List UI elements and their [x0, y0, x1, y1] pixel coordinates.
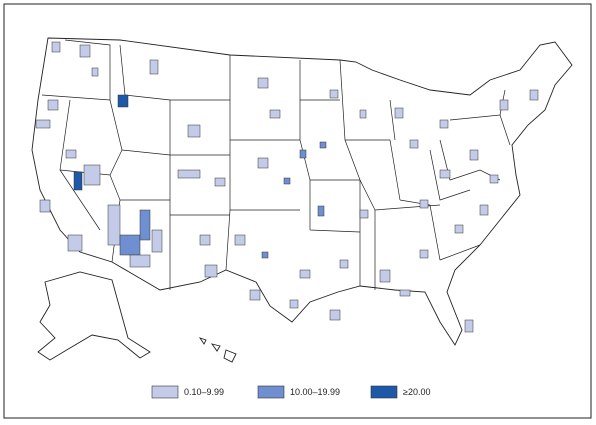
- county-patch: [359, 209, 369, 219]
- county-patch: [289, 299, 299, 309]
- county-patches: [35, 41, 539, 333]
- county-patch: [394, 107, 404, 119]
- county-patch: [464, 319, 474, 333]
- hawaii: [198, 337, 237, 363]
- county-patch: [204, 264, 218, 278]
- county-patch: [399, 289, 411, 297]
- county-patch: [339, 259, 349, 269]
- county-patch: [139, 209, 151, 241]
- county-patch: [149, 59, 159, 75]
- county-patch: [234, 234, 246, 246]
- county-patch: [129, 254, 151, 268]
- county-patch: [269, 109, 281, 119]
- county-patch: [107, 204, 121, 246]
- county-patch: [39, 199, 51, 213]
- county-patch: [151, 229, 163, 253]
- county-patch: [65, 149, 77, 159]
- county-patch: [117, 94, 129, 108]
- county-patch: [187, 124, 201, 138]
- county-patch: [177, 169, 201, 179]
- county-patch: [214, 177, 226, 187]
- county-patch: [73, 171, 83, 191]
- county-patch: [199, 234, 211, 246]
- county-patch: [419, 199, 429, 209]
- county-patch: [47, 99, 59, 111]
- legend-swatch: [151, 385, 179, 399]
- county-patch: [529, 89, 539, 101]
- county-patch: [51, 41, 61, 53]
- county-patch: [299, 149, 307, 159]
- county-patch: [79, 44, 91, 58]
- us-map: [31, 37, 573, 363]
- legend-swatch: [370, 385, 398, 399]
- county-patch: [329, 309, 341, 321]
- county-patch: [83, 164, 101, 186]
- county-patch: [35, 119, 51, 129]
- county-patch: [299, 269, 311, 279]
- legend-label: 0.10–9.99: [184, 387, 224, 397]
- county-patch: [257, 157, 269, 169]
- county-patch: [439, 119, 449, 129]
- county-patch: [499, 99, 509, 111]
- legend-swatch: [257, 385, 285, 399]
- county-patch: [479, 204, 489, 216]
- county-patch: [317, 205, 325, 217]
- state-lines: [41, 39, 511, 290]
- county-patch: [379, 269, 391, 283]
- county-patch: [439, 169, 451, 179]
- county-patch: [249, 289, 261, 301]
- county-patch: [454, 224, 464, 234]
- county-patch: [119, 234, 141, 256]
- county-patch: [283, 177, 291, 185]
- legend-label: 10.00–19.99: [290, 387, 340, 397]
- county-patch: [359, 109, 367, 119]
- legend: 0.10–9.99 10.00–19.99 ≥20.00: [151, 385, 430, 399]
- county-patch: [409, 139, 419, 149]
- county-patch: [469, 149, 479, 161]
- county-patch: [329, 89, 339, 99]
- legend-label: ≥20.00: [403, 387, 430, 397]
- county-patch: [91, 67, 99, 77]
- alaska: [37, 271, 151, 361]
- county-patch: [489, 174, 499, 184]
- county-patch: [319, 141, 327, 149]
- contiguous-us: [31, 37, 573, 346]
- county-patch: [257, 77, 269, 89]
- county-patch: [419, 249, 429, 259]
- county-patch: [261, 251, 269, 259]
- county-patch: [67, 234, 83, 252]
